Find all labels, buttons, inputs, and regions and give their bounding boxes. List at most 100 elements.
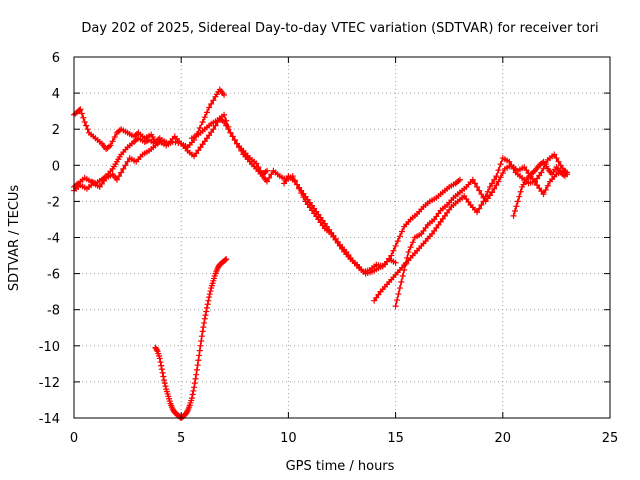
data-point: [395, 291, 402, 298]
series-track-5: [281, 173, 463, 277]
data-point: [534, 175, 541, 182]
data-point: [193, 366, 200, 373]
data-point: [98, 180, 105, 187]
data-point: [386, 255, 393, 262]
data-point: [328, 229, 335, 236]
data-point: [221, 111, 228, 118]
data-point: [441, 212, 448, 219]
data-point: [83, 122, 90, 129]
data-point: [153, 347, 160, 354]
data-point: [190, 387, 197, 394]
data-point: [330, 232, 337, 239]
data-point: [493, 173, 500, 180]
data-point: [221, 91, 228, 98]
data-point: [268, 171, 275, 178]
y-tick-label: 2: [52, 123, 60, 138]
y-tick-label: 4: [52, 87, 60, 102]
x-tick-label: 5: [177, 431, 185, 446]
data-point: [156, 355, 163, 362]
y-tick-label: 6: [52, 51, 60, 66]
data-point: [162, 383, 169, 390]
data-point: [315, 211, 322, 218]
data-point: [198, 333, 205, 340]
data-point: [111, 134, 118, 141]
data-point: [263, 167, 270, 174]
data-point: [300, 190, 307, 197]
data-point: [433, 224, 440, 231]
data-point: [392, 259, 399, 266]
data-point: [161, 380, 168, 387]
data-point: [396, 285, 403, 292]
series-track-8: [152, 256, 230, 421]
y-tick-label: 0: [52, 159, 60, 174]
data-point: [193, 150, 200, 157]
data-point: [394, 297, 401, 304]
data-point: [551, 151, 558, 158]
data-point: [158, 362, 165, 369]
data-point: [474, 209, 481, 216]
series-track-9: [510, 158, 568, 219]
data-point: [227, 129, 234, 136]
data-point: [401, 266, 408, 273]
data-point: [399, 273, 406, 280]
data-point: [206, 132, 213, 139]
data-point: [446, 206, 453, 213]
data-point: [192, 375, 199, 382]
data-point: [435, 210, 442, 217]
y-tick-label: -10: [39, 340, 60, 355]
data-point: [511, 208, 518, 215]
data-point: [205, 297, 212, 304]
data-point: [375, 291, 382, 298]
data-point: [195, 357, 202, 364]
data-point: [418, 230, 425, 237]
data-point: [538, 169, 545, 176]
data-point: [557, 162, 564, 169]
data-point: [332, 235, 339, 242]
data-point: [191, 384, 198, 391]
x-tick-label: 15: [387, 431, 404, 446]
data-point: [293, 181, 300, 188]
data-point: [444, 209, 451, 216]
data-point: [124, 158, 131, 165]
data-point: [478, 191, 485, 198]
data-point: [529, 176, 536, 183]
data-point: [195, 147, 202, 154]
data-point: [172, 139, 179, 146]
data-point: [109, 138, 116, 145]
data-point: [435, 221, 442, 228]
data-point: [199, 141, 206, 148]
data-point: [306, 199, 313, 206]
data-point: [493, 182, 500, 189]
data-point: [384, 258, 391, 265]
x-tick-label: 0: [70, 431, 78, 446]
data-point: [203, 135, 210, 142]
data-point: [231, 137, 238, 144]
data-point: [198, 337, 205, 344]
y-axis-label: SDTVAR / TECUs: [7, 185, 22, 292]
data-point: [495, 178, 502, 185]
data-point: [476, 187, 483, 194]
data-point: [207, 288, 214, 295]
data-point: [323, 223, 330, 230]
data-point: [193, 371, 200, 378]
data-point: [206, 291, 213, 298]
data-point: [497, 174, 504, 181]
data-point: [313, 208, 320, 215]
data-point: [161, 377, 168, 384]
data-point: [516, 193, 523, 200]
data-point: [431, 216, 438, 223]
data-point: [491, 185, 498, 192]
x-tick-label: 10: [280, 431, 297, 446]
data-point: [321, 220, 328, 227]
data-point: [531, 179, 538, 186]
data-point: [540, 191, 547, 198]
data-point: [319, 217, 326, 224]
data-point: [201, 138, 208, 145]
data-point: [210, 97, 217, 104]
data-point: [201, 319, 208, 326]
data-point: [118, 169, 125, 176]
data-point: [233, 140, 240, 147]
data-point: [107, 142, 114, 149]
data-point: [542, 186, 549, 193]
data-point: [486, 183, 493, 190]
